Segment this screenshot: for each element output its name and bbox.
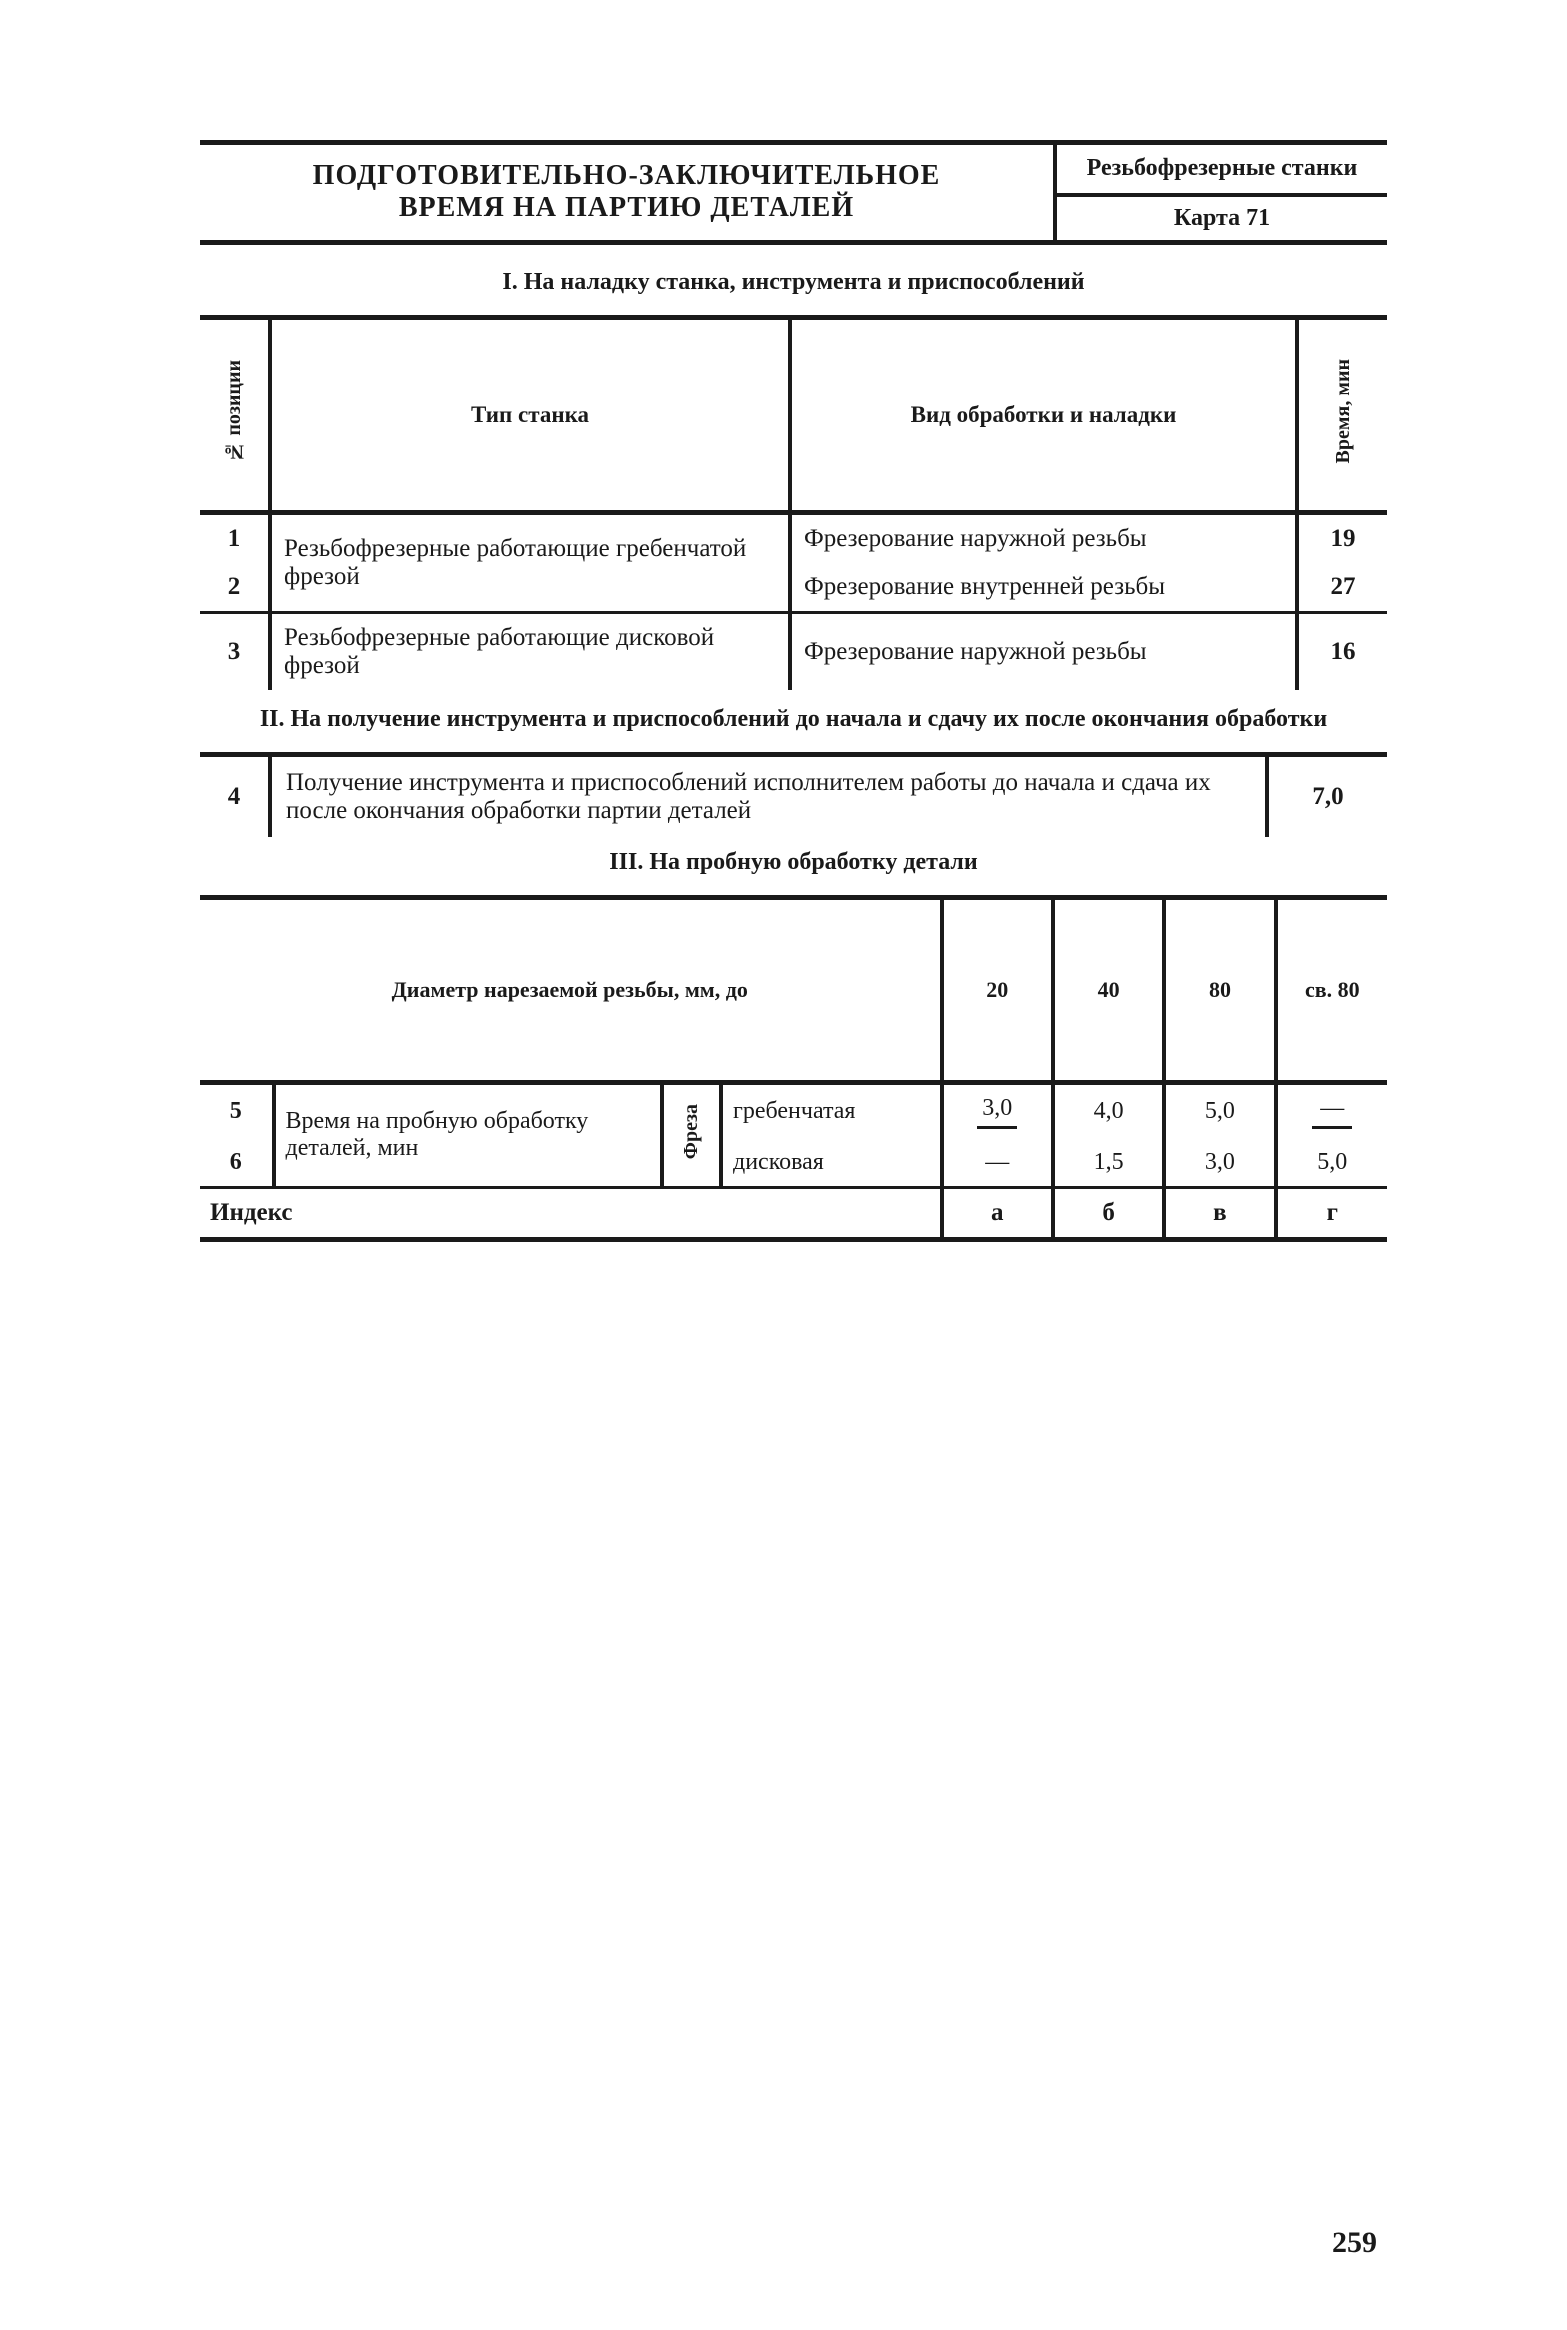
val-cell: — <box>1276 1085 1387 1139</box>
card-number: Карта 71 <box>1057 193 1387 240</box>
dash-icon <box>1312 1126 1352 1129</box>
rule <box>200 1237 1387 1242</box>
time-cell: 19 <box>1297 515 1387 563</box>
type-cell: Резьбофрезерные работающие дисковой фрез… <box>270 614 790 690</box>
row-num: 2 <box>200 563 270 611</box>
title-line: ВРЕМЯ НА ПАРТИЮ ДЕТАЛЕЙ <box>210 192 1043 224</box>
machine-type: Резьбофрезерные станки <box>1057 145 1387 193</box>
index-cell: г <box>1276 1189 1387 1237</box>
row-text: Получение инструмента и приспособлений и… <box>270 757 1267 837</box>
type-cell: Резьбофрезерные работающие гребенчатой ф… <box>270 515 790 611</box>
table-section-3-index: Индекс а б в г <box>200 1189 1387 1237</box>
sub-label: гребенчатая <box>721 1085 942 1139</box>
time-cell: 27 <box>1297 563 1387 611</box>
table-1-body-g1: 1 Резьбофрезерные работающие гребенчатой… <box>200 515 1387 611</box>
val: — <box>1320 1095 1344 1121</box>
col-num-label: № позиции <box>223 360 246 463</box>
val-cell: 5,0 <box>1276 1139 1387 1186</box>
col-time-label: Время, мин <box>1332 359 1355 463</box>
table-1-head: № позиции Тип станка Вид обработки и нал… <box>200 320 1387 510</box>
work-cell: Фрезерование наружной резьбы <box>790 614 1297 690</box>
index-cell: б <box>1053 1189 1164 1237</box>
section-2-title: II. На получение инструмента и приспособ… <box>200 704 1387 734</box>
row-num: 5 <box>200 1085 274 1139</box>
row-num: 3 <box>200 614 270 690</box>
diam-col: 20 <box>942 900 1053 1080</box>
val-cell: 1,5 <box>1053 1139 1164 1186</box>
diam-label: Диаметр нарезаемой резьбы, мм, до <box>200 900 942 1080</box>
val: 3,0 <box>982 1095 1012 1121</box>
index-cell: а <box>942 1189 1053 1237</box>
val-cell: 3,0 <box>942 1085 1053 1139</box>
val-cell: 3,0 <box>1164 1139 1275 1186</box>
page-number: 259 <box>1332 2226 1377 2260</box>
table-row: 1 Резьбофрезерные работающие гребенчатой… <box>200 515 1387 563</box>
val-cell: 5,0 <box>1164 1085 1275 1139</box>
time-cell: 16 <box>1297 614 1387 690</box>
row-num: 4 <box>200 757 270 837</box>
section-1-title: I. На наладку станка, инструмента и прис… <box>200 267 1387 297</box>
index-cell: в <box>1164 1189 1275 1237</box>
card-header-right: Резьбофрезерные станки Карта 71 <box>1053 145 1387 240</box>
table-row: 4 Получение инструмента и приспособлений… <box>200 757 1387 837</box>
index-label: Индекс <box>200 1189 942 1237</box>
title-line: ПОДГОТОВИТЕЛЬНО-ЗАКЛЮЧИТЕЛЬНОЕ <box>210 160 1043 192</box>
table-section-3-body: 5 Время на пробную обработку деталей, ми… <box>200 1085 1387 1186</box>
diam-col: 40 <box>1053 900 1164 1080</box>
sub-label: дисковая <box>721 1139 942 1186</box>
diam-col: св. 80 <box>1276 900 1387 1080</box>
index-row: Индекс а б в г <box>200 1189 1387 1237</box>
page: ПОДГОТОВИТЕЛЬНО-ЗАКЛЮЧИТЕЛЬНОЕ ВРЕМЯ НА … <box>0 0 1567 2330</box>
rotated-label: Фреза <box>680 1104 703 1159</box>
row-label: Время на пробную обработку деталей, мин <box>274 1085 663 1186</box>
row-num: 1 <box>200 515 270 563</box>
table-1-body-g2: 3 Резьбофрезерные работающие дисковой фр… <box>200 614 1387 690</box>
val-cell: 4,0 <box>1053 1085 1164 1139</box>
row-num: 6 <box>200 1139 274 1186</box>
table-section-3-head: Диаметр нарезаемой резьбы, мм, до 20 40 … <box>200 900 1387 1080</box>
work-cell: Фрезерование наружной резьбы <box>790 515 1297 563</box>
col-type-label: Тип станка <box>270 320 790 510</box>
table-section-1: № позиции Тип станка Вид обработки и нал… <box>200 320 1387 510</box>
row-value: 7,0 <box>1267 757 1387 837</box>
val-cell: — <box>942 1139 1053 1186</box>
diam-col: 80 <box>1164 900 1275 1080</box>
section-3-title: III. На пробную обработку детали <box>200 847 1387 877</box>
card-header: ПОДГОТОВИТЕЛЬНО-ЗАКЛЮЧИТЕЛЬНОЕ ВРЕМЯ НА … <box>200 145 1387 240</box>
table-row: 3 Резьбофрезерные работающие дисковой фр… <box>200 614 1387 690</box>
rule <box>200 240 1387 245</box>
table-3-head: Диаметр нарезаемой резьбы, мм, до 20 40 … <box>200 900 1387 1080</box>
card-title: ПОДГОТОВИТЕЛЬНО-ЗАКЛЮЧИТЕЛЬНОЕ ВРЕМЯ НА … <box>200 145 1053 240</box>
dash-icon <box>977 1126 1017 1129</box>
col-work-label: Вид обработки и наладки <box>790 320 1297 510</box>
work-cell: Фрезерование внутренней резьбы <box>790 563 1297 611</box>
table-section-2: 4 Получение инструмента и приспособлений… <box>200 757 1387 837</box>
table-row: 5 Время на пробную обработку деталей, ми… <box>200 1085 1387 1139</box>
